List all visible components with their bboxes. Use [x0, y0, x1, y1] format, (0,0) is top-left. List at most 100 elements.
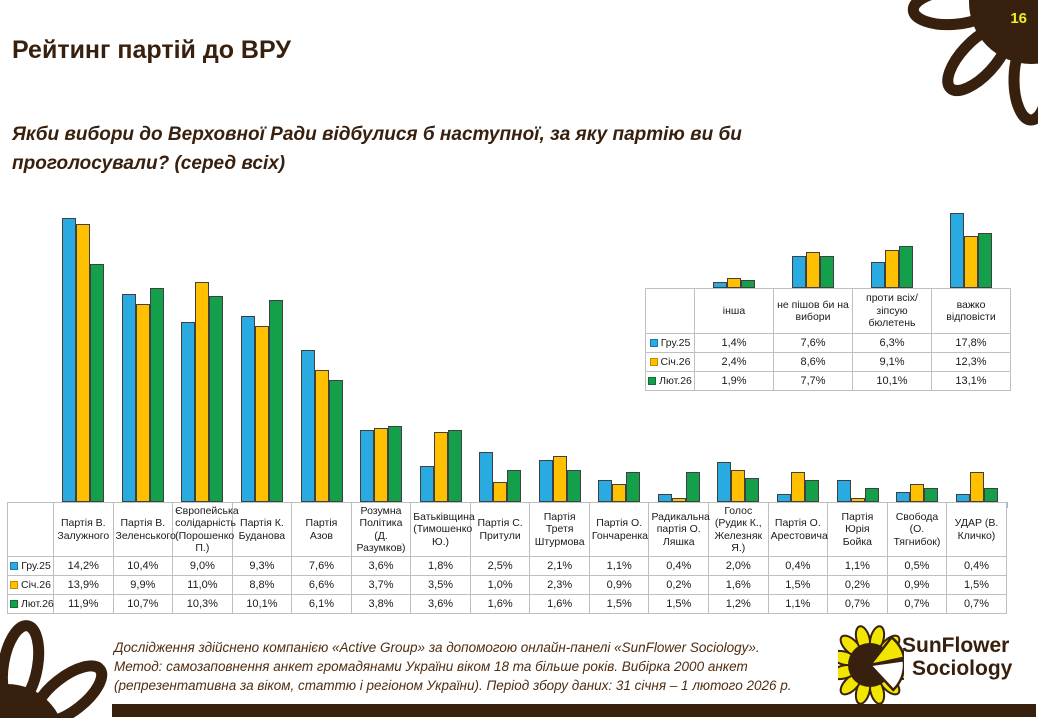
table-header-cell: важко відповісти [931, 288, 1011, 334]
value-cell: 10,1% [231, 594, 293, 614]
chart-bar [612, 484, 627, 502]
chart-bar [657, 494, 672, 502]
value-cell: 12,3% [931, 352, 1011, 372]
legend-label: Лют.26 [21, 597, 54, 610]
logo-line-2: Sociology [912, 657, 1013, 680]
value-cell: 0,9% [588, 575, 650, 595]
table-header-cell: не пішов би на вибори [773, 288, 853, 334]
chart-bar [717, 462, 732, 502]
value-cell: 1,9% [694, 371, 774, 391]
table-header-cell: Розумна Політика (Д. Разумков) [350, 502, 412, 557]
chart-bar [745, 478, 760, 502]
chart-bar [255, 326, 269, 502]
bottom-accent-bar [112, 704, 1036, 717]
chart-bar [121, 294, 136, 502]
value-cell: 1,5% [588, 594, 650, 614]
value-cell: 9,1% [852, 352, 932, 372]
value-cell: 0,7% [827, 594, 888, 614]
table-header-cell: Партія В. Залужного [53, 502, 114, 557]
value-cell: 1,1% [588, 556, 650, 576]
sunflower-logo-icon [838, 625, 904, 705]
chart-bar [447, 430, 462, 502]
table-header-cell: Голос (Рудик К., Железняк Я.) [708, 502, 769, 557]
chart-bar [819, 255, 834, 288]
legend-label: Січ.26 [21, 578, 51, 591]
value-cell: 0,4% [767, 556, 829, 576]
logo-line-1: SunFlower [902, 634, 1010, 657]
chart-bar [374, 428, 389, 502]
legend-swatch [649, 357, 658, 366]
flower-decoration-top-right [907, 0, 1038, 126]
chart-bar [479, 452, 494, 502]
value-cell: 1,2% [708, 594, 769, 614]
value-cell: 7,7% [773, 371, 853, 391]
table-row: Гру.25 14,2% 10,4% 9,0% 9,3% 7,6% 3,6% 1,8% 2,5%… [7, 556, 1007, 576]
value-cell: 7,6% [291, 556, 352, 576]
value-cell: 1,6% [469, 594, 531, 614]
value-cell: 0,7% [886, 594, 948, 614]
chart-bar [181, 322, 196, 502]
value-cell: 2,4% [694, 352, 774, 372]
table-row: Січ.26 2,4% 8,6% 9,1% 12,3% [645, 352, 1011, 372]
chart-bar [884, 249, 899, 288]
other-options-table: інша не пішов би на вибори проти всіх/зіпс… [645, 288, 1011, 391]
chart-bar [870, 261, 885, 288]
chart-bar [626, 472, 641, 502]
table-header-cell: Європейська солідарність (Порошенко П.) [172, 502, 239, 557]
value-cell: 0,5% [886, 556, 948, 576]
value-cell: 0,9% [886, 575, 948, 595]
chart-bar [955, 494, 970, 502]
table-row: Січ.26 13,9% 9,9% 11,0% 8,8% 6,6% 3,7% 3,5% 1,0%… [7, 575, 1007, 595]
chart-bar [850, 498, 865, 502]
value-cell: 2,0% [708, 556, 769, 576]
table-header-cell: Партія Азов [291, 502, 352, 557]
methodology-note: Дослідження здійснено компанією «Active … [114, 638, 854, 695]
survey-question: Якби вибори до Верховної Ради відбулися … [12, 124, 742, 175]
table-row: Гру.25 1,4% 7,6% 6,3% 17,8% [645, 333, 1011, 353]
chart-bar [538, 460, 553, 502]
chart-bar [896, 492, 911, 502]
chart-bar [805, 480, 819, 502]
value-cell: 2,3% [529, 575, 590, 595]
chart-bar [726, 277, 741, 288]
value-cell: 0,2% [648, 575, 710, 595]
value-cell: 8,6% [773, 352, 853, 372]
legend-label: Гру.25 [21, 559, 51, 572]
value-cell: 9,9% [112, 575, 174, 595]
table-row: Лют.26 1,9% 7,7% 10,1% 13,1% [645, 371, 1011, 391]
series-legend-cell: Лют.26 [7, 594, 54, 614]
axis-tick [1006, 502, 1008, 508]
value-cell: 14,2% [53, 556, 114, 576]
chart-bar [712, 282, 727, 288]
chart-bar [419, 466, 434, 502]
value-cell: 9,3% [231, 556, 293, 576]
party-results-table: Партія В. Залужного Партія В. Зеленського… [7, 502, 1007, 614]
table-header-cell: Партія Юрія Бойка [827, 502, 888, 557]
chart-bar [685, 472, 700, 502]
legend-swatch [649, 338, 658, 347]
value-cell: 10,4% [112, 556, 174, 576]
chart-bar [898, 245, 913, 288]
chart-bar [864, 488, 879, 502]
chart-bar [135, 304, 150, 502]
chart-bar [777, 494, 791, 502]
table-header-cell: інша [694, 288, 774, 334]
value-cell: 6,3% [852, 333, 932, 353]
chart-bar [269, 300, 283, 502]
chart-bar [149, 288, 164, 502]
table-header-cell: проти всіх/зіпсую бюлетень [852, 288, 932, 334]
value-cell: 1,6% [708, 575, 769, 595]
value-cell: 0,2% [827, 575, 888, 595]
chart-bar [76, 224, 91, 502]
value-cell: 1,1% [767, 594, 829, 614]
chart-bar [983, 488, 998, 502]
methodology-line: Метод: самозаповнення анкет громадянами … [114, 659, 748, 674]
table-header-cell: Партія О. Арестовича [767, 502, 829, 557]
table-corner-cell [7, 502, 54, 557]
value-cell: 1,4% [694, 333, 774, 353]
chart-bar [328, 380, 343, 502]
chart-bar [566, 470, 581, 502]
value-cell: 9,0% [172, 556, 233, 576]
chart-bar [963, 236, 978, 288]
